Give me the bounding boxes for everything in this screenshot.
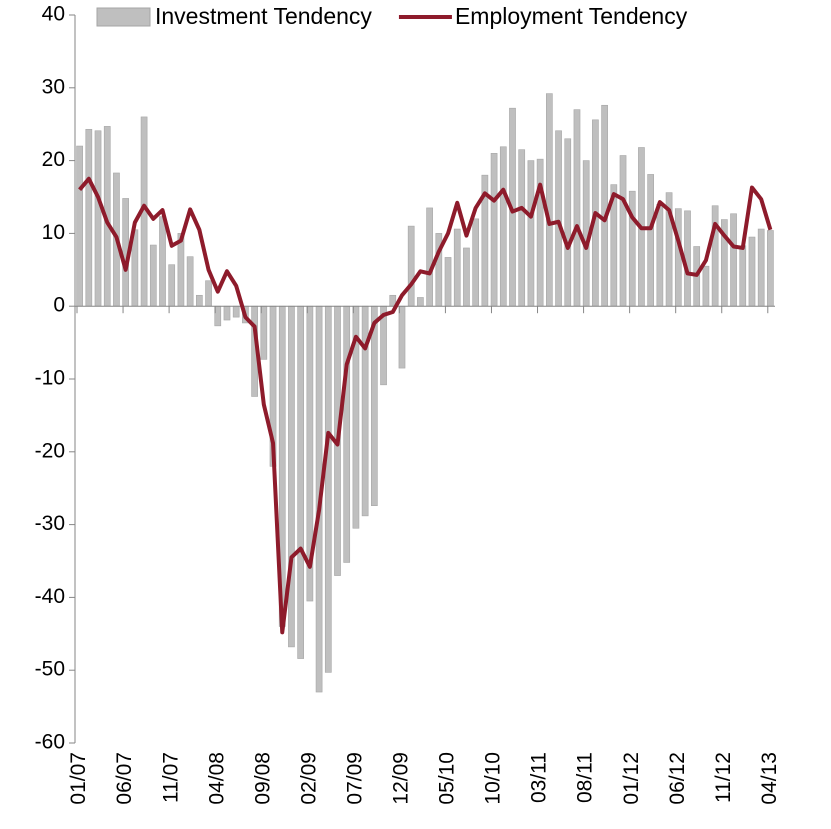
bar [444, 257, 452, 307]
legend-label: Investment Tendency [155, 3, 372, 29]
bar [186, 256, 194, 307]
bar [94, 130, 102, 307]
bar [730, 213, 737, 307]
bar [757, 228, 765, 307]
bar [232, 305, 240, 318]
y-tick-label: 30 [42, 75, 65, 98]
bar [463, 247, 470, 307]
bar [260, 305, 268, 360]
x-tick-label: 11/07 [159, 752, 182, 803]
bar [177, 233, 185, 307]
bar [223, 305, 231, 321]
bar [564, 138, 572, 307]
legend-swatch [96, 7, 151, 27]
x-tick-label: 01/12 [620, 752, 643, 805]
x-tick-label: 11/12 [712, 752, 735, 803]
bar [76, 145, 83, 307]
bar [343, 305, 351, 563]
x-tick-label: 08/11 [574, 752, 597, 803]
bar [573, 109, 581, 307]
bar [426, 207, 433, 307]
bar [205, 280, 212, 307]
bar [149, 244, 157, 307]
bar [159, 216, 166, 307]
bar [168, 264, 176, 307]
x-tick-label: 06/07 [113, 752, 136, 805]
y-tick-label: 10 [42, 221, 65, 244]
bar [739, 245, 747, 307]
x-tick-label: 07/09 [343, 752, 366, 805]
bar [196, 294, 203, 307]
bar [601, 104, 608, 307]
x-tick-label: 06/12 [666, 752, 689, 805]
bar [767, 230, 774, 307]
x-tick-label: 05/10 [436, 752, 459, 805]
bar [371, 305, 378, 506]
bar [711, 205, 719, 307]
x-tick-label: 12/09 [390, 752, 413, 805]
bar [527, 160, 535, 307]
bar [619, 155, 627, 307]
bar [647, 174, 654, 307]
bar [702, 265, 710, 307]
y-tick-label: -10 [35, 367, 65, 390]
bar [472, 218, 479, 307]
bar [297, 305, 304, 659]
bar [674, 208, 682, 307]
y-tick-label: 0 [53, 294, 65, 317]
x-tick-label: 04/08 [205, 752, 228, 805]
line [78, 176, 773, 635]
bar [555, 130, 562, 307]
x-tick-label: 10/10 [482, 752, 505, 805]
y-tick-label: -30 [35, 512, 65, 535]
y-tick-label: 40 [42, 3, 65, 26]
bar [288, 305, 295, 648]
x-tick-label: 02/09 [297, 752, 320, 805]
bar [398, 305, 406, 369]
bar [628, 190, 636, 307]
y-tick-label: 20 [42, 148, 65, 171]
bar [656, 203, 664, 307]
y-tick-label: -20 [35, 439, 65, 462]
bar [536, 158, 544, 307]
bar [490, 153, 498, 307]
bar [518, 149, 526, 307]
y-tick-label: -40 [35, 585, 65, 608]
bar [324, 305, 332, 673]
y-tick-label: -60 [35, 731, 65, 754]
x-tick-label: 01/07 [67, 752, 90, 805]
x-tick-label: 03/11 [528, 752, 551, 803]
bar [407, 225, 415, 307]
bar [499, 146, 507, 307]
legend-label: Employment Tendency [455, 3, 688, 29]
bar [546, 93, 553, 307]
bar [85, 128, 93, 307]
bar [453, 228, 461, 307]
bar [417, 297, 424, 307]
x-tick-label: 09/08 [251, 752, 274, 805]
x-tick-label: 04/13 [758, 752, 781, 805]
y-tick-label: -50 [35, 658, 65, 681]
bar [748, 236, 756, 307]
